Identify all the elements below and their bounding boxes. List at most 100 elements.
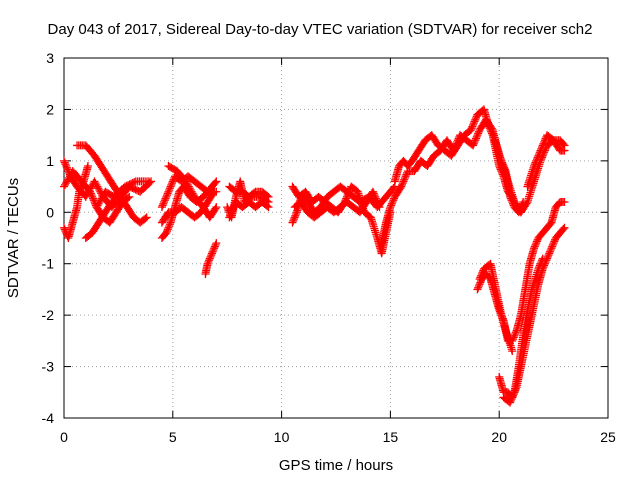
data-point: [560, 198, 569, 206]
data-point: [60, 158, 69, 167]
y-tick-label: 0: [46, 204, 54, 220]
data-point: [471, 136, 480, 145]
data-point: [119, 188, 128, 197]
data-point: [78, 180, 87, 189]
data-point: [400, 175, 409, 184]
data-point: [225, 213, 234, 222]
data-point: [546, 246, 555, 254]
data-point: [61, 160, 70, 169]
data-point: [472, 132, 481, 141]
x-tick-label: 0: [60, 429, 68, 445]
data-point: [60, 156, 68, 165]
data-point: [89, 194, 98, 203]
data-point: [372, 196, 381, 205]
data-point: [207, 251, 216, 260]
y-tick-label: 2: [46, 101, 54, 117]
data-point: [168, 179, 177, 188]
data-point: [398, 180, 407, 189]
data-point: [227, 208, 236, 217]
data-point: [388, 198, 397, 206]
data-point: [211, 178, 220, 187]
data-point: [78, 179, 87, 188]
data-point: [537, 256, 546, 265]
data-point: [511, 330, 520, 338]
data-point: [288, 218, 297, 227]
data-point: [485, 124, 494, 133]
data-point: [559, 140, 568, 149]
data-point: [373, 198, 382, 206]
data-point: [474, 129, 483, 138]
data-point: [162, 191, 171, 200]
data-point: [98, 192, 107, 201]
data-point: [94, 184, 103, 193]
data-point: [344, 189, 353, 198]
y-tick-label: -4: [42, 410, 55, 426]
data-point: [401, 172, 410, 181]
data-point: [206, 252, 215, 261]
data-point: [549, 239, 558, 248]
data-point: [77, 182, 86, 191]
data-point: [532, 155, 541, 164]
data-point: [162, 192, 171, 201]
data-point: [543, 252, 552, 261]
data-point: [61, 179, 70, 188]
data-point: [184, 182, 193, 191]
data-point: [533, 153, 542, 162]
data-point: [210, 244, 219, 253]
data-point: [158, 201, 167, 210]
data-point: [65, 172, 74, 181]
data-point: [144, 177, 153, 186]
data-point: [167, 180, 176, 189]
data-point: [476, 273, 485, 282]
data-point: [369, 189, 378, 198]
grid-lines: [64, 58, 608, 418]
data-point: [209, 189, 218, 198]
data-point: [188, 189, 197, 198]
y-tick-label: 3: [46, 50, 54, 66]
data-point: [486, 126, 495, 134]
data-point: [60, 180, 69, 189]
data-point: [545, 249, 554, 258]
data-point: [530, 244, 539, 253]
data-point: [264, 203, 273, 212]
data-point: [60, 223, 68, 232]
data-point: [92, 180, 101, 189]
data-point: [508, 393, 517, 402]
data-point: [205, 254, 214, 263]
data-point: [474, 282, 483, 290]
data-point: [120, 187, 129, 196]
data-point: [75, 187, 84, 196]
data-point: [375, 203, 384, 212]
chart-title: Day 043 of 2017, Sidereal Day-to-day VTE…: [48, 21, 593, 38]
data-point: [86, 187, 95, 196]
data-point: [370, 191, 379, 200]
data-point: [168, 177, 177, 186]
data-point: [207, 249, 216, 258]
y-axis-title: SDTVAR / TECUs: [5, 178, 22, 298]
x-tick-label: 5: [169, 429, 177, 445]
data-point: [371, 194, 380, 203]
data-point: [507, 395, 516, 404]
data-point: [210, 242, 219, 251]
data-point: [165, 220, 174, 229]
data-point: [87, 191, 96, 200]
data-point: [532, 237, 541, 246]
data-point: [75, 186, 84, 194]
data-point: [130, 178, 139, 187]
data-point: [343, 191, 352, 200]
data-point: [204, 258, 213, 266]
data-point: [165, 222, 174, 230]
data-point: [161, 194, 170, 203]
data-point: [164, 187, 173, 196]
data-point: [471, 114, 480, 122]
data-point: [185, 184, 194, 193]
data-point: [62, 162, 71, 170]
data-point: [389, 184, 398, 193]
data-point: [530, 162, 539, 170]
data-point: [508, 391, 517, 400]
data-point: [470, 117, 479, 126]
data-point: [471, 115, 480, 124]
data-point: [510, 331, 519, 340]
data-point: [345, 187, 354, 196]
data-point: [142, 213, 151, 222]
